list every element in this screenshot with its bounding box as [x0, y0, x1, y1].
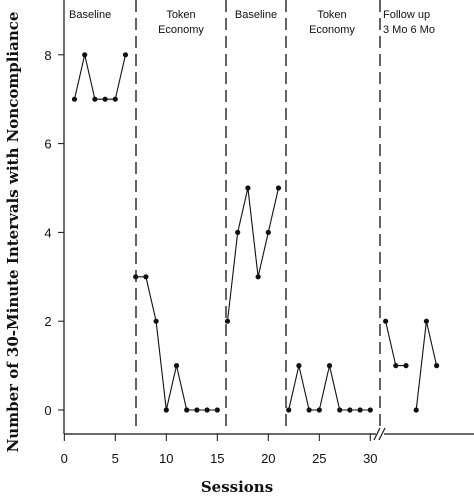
data-point — [316, 407, 322, 413]
phase-label-line: Economy — [158, 24, 204, 36]
y-axis-title: Number of 30-Minute Intervals with Nonco… — [4, 12, 22, 453]
x-ticks: 0 5 10 15 20 25 30 — [61, 434, 378, 466]
phase-label-line: Token — [317, 9, 346, 21]
data-point — [393, 363, 399, 369]
data-point — [224, 318, 231, 324]
data-point — [413, 407, 419, 413]
data-point — [194, 407, 200, 413]
y-tick-label: 2 — [44, 314, 51, 329]
phase-label: Follow up 3 Mo 6 Mo — [383, 9, 435, 36]
data-point — [92, 96, 98, 102]
y-tick-label: 8 — [44, 48, 51, 63]
data-point — [133, 274, 139, 280]
phase-label: Baseline — [235, 9, 277, 21]
phase-label-line: 3 Mo 6 Mo — [383, 24, 435, 36]
phase-label-line: Baseline — [235, 9, 277, 21]
data-point — [153, 318, 159, 324]
phase-label-line: Baseline — [69, 9, 111, 21]
data-point — [367, 407, 373, 413]
data-point — [71, 96, 78, 102]
x-tick-label: 0 — [61, 451, 68, 466]
phase-labels: Baseline Token Economy Baseline Token Economy… — [69, 9, 435, 36]
series-line-segment — [226, 187, 280, 322]
data-point — [245, 185, 251, 191]
data-point — [423, 318, 429, 324]
data-point — [204, 407, 210, 413]
phase-label: Token Economy — [158, 9, 204, 36]
data-point — [82, 52, 88, 58]
series-line-segment — [73, 54, 127, 100]
data-point — [184, 407, 190, 413]
data-point — [347, 407, 353, 413]
data-point — [255, 274, 261, 280]
data-point — [403, 363, 409, 369]
data-point — [383, 318, 389, 324]
x-axis-title: Sessions — [201, 478, 273, 496]
data-point — [102, 96, 108, 102]
data-point — [265, 229, 271, 235]
data-point — [235, 229, 241, 235]
y-tick-label: 6 — [44, 137, 51, 152]
data-point — [122, 52, 129, 58]
axis-break-mark-2 — [378, 427, 386, 441]
axis-break-mark-1 — [373, 427, 381, 441]
x-tick-label: 5 — [112, 451, 119, 466]
data-point — [306, 407, 312, 413]
phase-lines — [135, 0, 381, 430]
phase-label: Baseline — [69, 9, 111, 21]
series-line-segment — [415, 321, 438, 411]
series-line-segment — [135, 276, 218, 411]
phase-label-line: Token — [166, 9, 195, 21]
series-line-segment — [288, 365, 371, 411]
data-point — [286, 407, 292, 413]
phase-label-line: Economy — [309, 24, 355, 36]
x-tick-label: 30 — [363, 451, 377, 466]
data-point — [275, 185, 282, 191]
data-point — [214, 407, 220, 413]
y-ticks: 0 2 4 6 8 — [44, 48, 64, 418]
data-point — [112, 96, 118, 102]
data-point — [337, 407, 343, 413]
x-tick-label: 10 — [159, 451, 173, 466]
phase-label: Token Economy — [309, 9, 355, 36]
data-point — [296, 363, 302, 369]
data-point — [163, 407, 169, 413]
data-point — [326, 363, 333, 369]
data-point — [434, 363, 440, 369]
y-tick-label: 0 — [44, 403, 51, 418]
data-point — [173, 363, 180, 369]
series — [71, 52, 440, 413]
y-tick-label: 4 — [44, 225, 51, 240]
x-tick-label: 15 — [210, 451, 224, 466]
series-line-segment — [385, 321, 406, 367]
data-point — [143, 274, 149, 280]
x-tick-label: 20 — [261, 451, 275, 466]
x-tick-label: 25 — [312, 451, 326, 466]
axes — [63, 0, 474, 441]
data-point — [357, 407, 363, 413]
phase-label-line: Follow up — [383, 9, 430, 21]
